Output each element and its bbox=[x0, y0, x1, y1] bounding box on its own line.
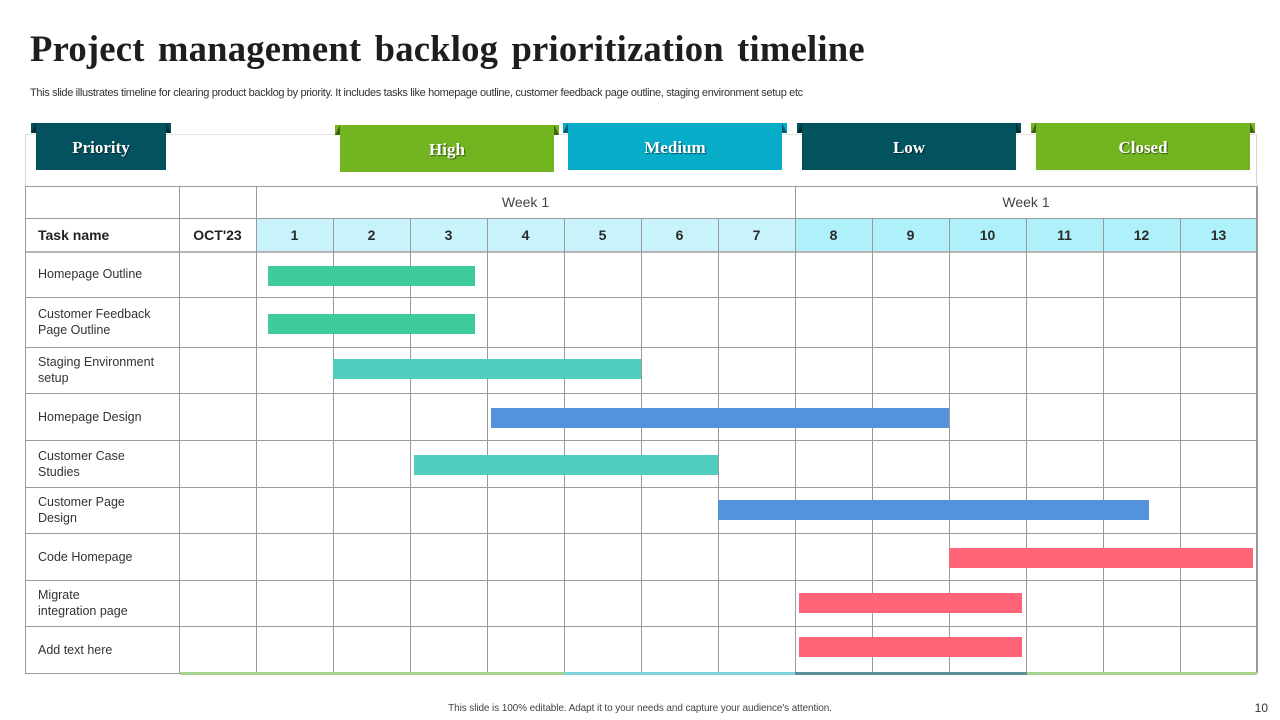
day-header-7: 7 bbox=[718, 218, 795, 251]
slide-title: Project management backlog prioritizatio… bbox=[30, 29, 865, 70]
grid-col-line bbox=[795, 186, 796, 673]
day-header-13: 13 bbox=[1180, 218, 1257, 251]
week-group-label: Week 1 bbox=[501, 194, 550, 210]
tab-label: Low bbox=[802, 126, 1016, 170]
grid-col-line bbox=[1256, 186, 1257, 673]
task-name: Add text here bbox=[38, 642, 113, 657]
day-header-11: 11 bbox=[1026, 218, 1103, 251]
legend-tab-low: Low bbox=[797, 123, 1021, 170]
day-header-5: 5 bbox=[564, 218, 641, 251]
task-bar[interactable] bbox=[267, 314, 476, 334]
day-header-8: 8 bbox=[795, 218, 872, 251]
legend-tab-closed: Closed bbox=[1031, 123, 1255, 170]
task-name: Homepage Design bbox=[38, 409, 142, 424]
grid-col-line bbox=[25, 186, 26, 673]
bottom-border-segment bbox=[795, 672, 1027, 675]
grid-col-line bbox=[949, 218, 950, 673]
task-bar[interactable] bbox=[267, 266, 476, 286]
day-header-12: 12 bbox=[1103, 218, 1180, 251]
task-name: Customer Case Studies bbox=[38, 448, 125, 479]
gantt-grid: Task name OCT'23 1 2 3 4 5 6 7 8 9 10 11 12 13 Week 1… bbox=[25, 186, 1258, 674]
grid-col-line bbox=[1026, 218, 1027, 673]
page-number: 10 bbox=[1254, 701, 1268, 715]
tab-label: Priority bbox=[36, 126, 166, 170]
task-bar[interactable] bbox=[490, 408, 949, 428]
grid-row-line bbox=[25, 186, 1257, 187]
grid-col-line bbox=[256, 186, 257, 673]
task-bar[interactable] bbox=[798, 637, 1023, 657]
tab-label: Medium bbox=[568, 126, 782, 170]
task-name: Staging Environment setup bbox=[38, 355, 155, 385]
task-bar[interactable] bbox=[718, 500, 1150, 520]
grid-col-line bbox=[564, 218, 565, 673]
task-bar[interactable] bbox=[413, 455, 718, 475]
day-header-2: 2 bbox=[333, 218, 410, 251]
day-header-10: 10 bbox=[949, 218, 1026, 251]
day-header-6: 6 bbox=[641, 218, 718, 251]
task-name-header: Task name bbox=[38, 226, 110, 243]
grid-col-line bbox=[641, 218, 642, 673]
tab-label: High bbox=[340, 128, 554, 172]
day-header-3: 3 bbox=[410, 218, 487, 251]
grid-col-line bbox=[1180, 218, 1181, 673]
week-group-label: Week 1 bbox=[1002, 194, 1050, 210]
day-header-9: 9 bbox=[872, 218, 949, 251]
task-name: Homepage Outline bbox=[38, 267, 143, 281]
footer-note: This slide is 100% editable. Adapt it to… bbox=[448, 703, 832, 714]
tab-label: Closed bbox=[1036, 126, 1250, 170]
legend-tab-priority: Priority bbox=[31, 123, 171, 170]
grid-col-line bbox=[1103, 218, 1104, 673]
bottom-border-segment bbox=[1027, 672, 1257, 675]
task-name: Customer Page Design bbox=[38, 495, 125, 525]
grid-col-line bbox=[487, 218, 488, 673]
bottom-border-segment bbox=[180, 672, 564, 675]
slide-subtitle: This slide illustrates timeline for clea… bbox=[30, 87, 803, 99]
task-bar[interactable] bbox=[949, 548, 1254, 568]
task-bar[interactable] bbox=[798, 593, 1023, 613]
grid-col-line bbox=[333, 218, 334, 673]
legend-tab-high: High bbox=[335, 125, 559, 172]
grid-col-line bbox=[1257, 186, 1258, 673]
grid-col-line bbox=[872, 218, 873, 673]
day-header-1: 1 bbox=[256, 218, 333, 251]
task-bar[interactable] bbox=[333, 359, 641, 379]
task-name: Customer Feedback Page Outline bbox=[38, 307, 151, 337]
month-header: OCT'23 bbox=[193, 226, 242, 243]
grid-col-line bbox=[718, 218, 719, 673]
grid-col-line bbox=[410, 218, 411, 673]
task-name: Code Homepage bbox=[38, 549, 133, 564]
bottom-border-segment bbox=[564, 672, 795, 675]
legend-tab-medium: Medium bbox=[563, 123, 787, 170]
day-header-4: 4 bbox=[487, 218, 564, 251]
grid-col-line bbox=[179, 186, 180, 673]
task-name: Migrate integration page bbox=[38, 588, 128, 618]
